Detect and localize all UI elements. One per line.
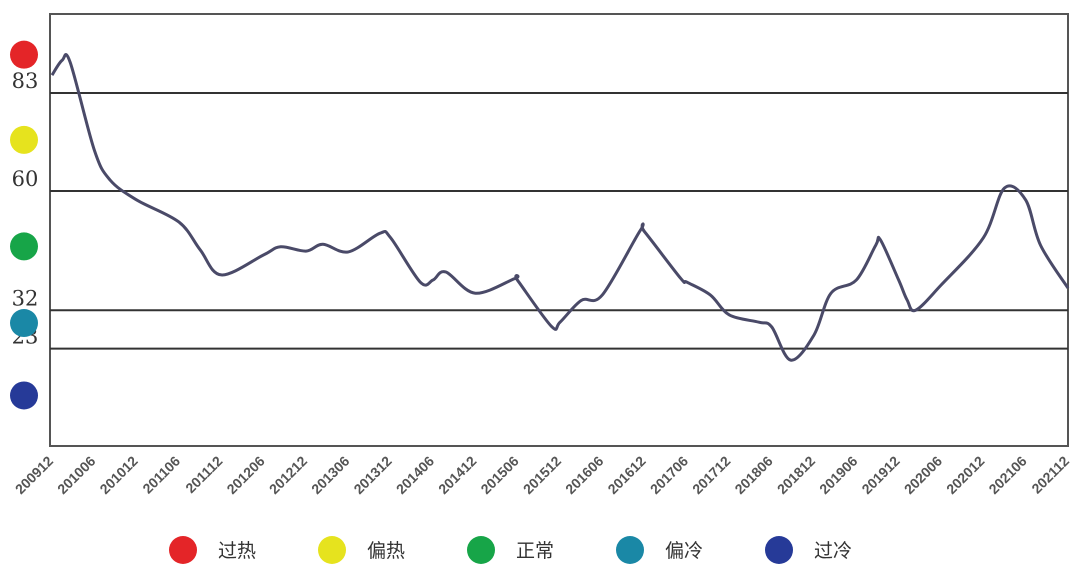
zone-marker-2 <box>10 232 38 261</box>
x-tick-label: 202012 <box>943 453 987 497</box>
x-tick-label: 201312 <box>350 453 394 497</box>
zone-marker-3 <box>10 309 38 338</box>
x-tick-label: 201206 <box>223 453 267 497</box>
x-tick-label: 202106 <box>985 453 1029 497</box>
zone-marker-1 <box>10 125 38 154</box>
legend-label: 偏冷 <box>665 540 703 562</box>
x-tick-label: 201012 <box>96 453 140 497</box>
legend-swatch-1 <box>318 536 346 564</box>
legend-swatch-0 <box>169 536 197 564</box>
x-tick-label: 201406 <box>393 453 437 497</box>
legend-label: 过热 <box>218 540 256 562</box>
x-tick-label: 201612 <box>604 453 648 497</box>
y-tick-label: 60 <box>12 167 39 191</box>
x-tick-label: 201306 <box>308 453 352 497</box>
zone-marker-4 <box>10 381 38 410</box>
legend-swatch-4 <box>765 536 793 564</box>
legend-label: 正常 <box>516 540 554 562</box>
legend-label: 偏热 <box>367 540 405 562</box>
x-tick-label: 201706 <box>647 453 691 497</box>
x-tick-label: 202006 <box>901 453 945 497</box>
x-tick-label: 201506 <box>477 453 521 497</box>
x-tick-label: 201512 <box>520 453 564 497</box>
y-tick-label: 32 <box>12 286 39 310</box>
x-tick-label: 201212 <box>266 453 310 497</box>
x-tick-label: 201606 <box>562 453 606 497</box>
x-tick-label: 201912 <box>858 453 902 497</box>
x-tick-label: 201906 <box>816 453 860 497</box>
legend-swatch-2 <box>467 536 495 564</box>
legend-swatch-3 <box>616 536 644 564</box>
x-tick-label: 201106 <box>139 453 183 497</box>
x-tick-label: 201712 <box>689 453 733 497</box>
legend-label: 过冷 <box>814 540 852 562</box>
plot-frame <box>49 13 1069 447</box>
series-line-index <box>50 53 1070 362</box>
x-tick-label: 202112 <box>1028 453 1072 497</box>
zone-marker-0 <box>10 40 38 69</box>
x-tick-label: 200912 <box>12 453 56 497</box>
x-tick-label: 201412 <box>435 453 479 497</box>
x-tick-label: 201112 <box>182 453 225 496</box>
y-tick-label: 83 <box>12 69 39 93</box>
x-tick-label: 201812 <box>774 453 818 497</box>
x-tick-label: 201006 <box>54 453 98 497</box>
x-tick-label: 201806 <box>731 453 775 497</box>
